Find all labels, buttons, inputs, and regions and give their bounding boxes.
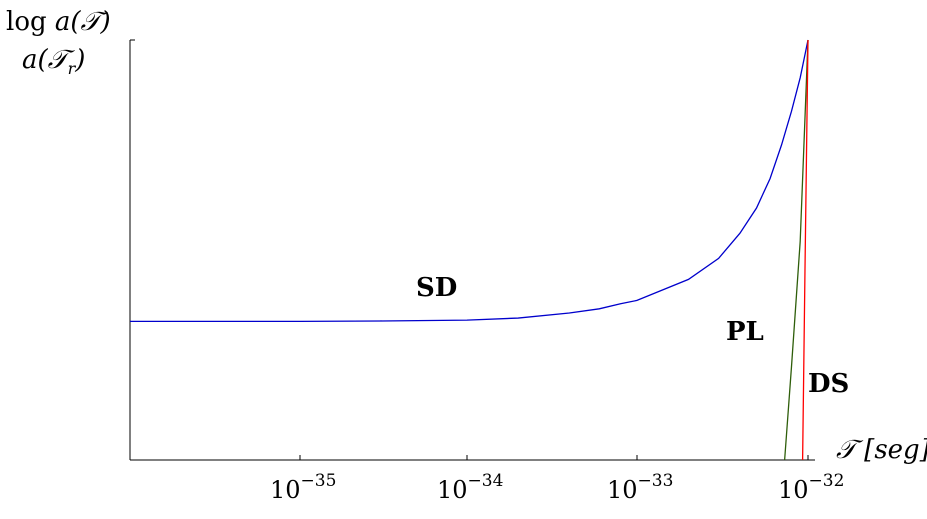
x-tick-label: 10−32 — [778, 471, 844, 504]
series-label-pl: PL — [726, 317, 764, 347]
series-lines — [130, 40, 808, 460]
x-axis-label: 𝒯 [seg] — [836, 435, 927, 465]
series-label-sd: SD — [416, 273, 457, 303]
x-tick-label: 10−33 — [607, 471, 673, 504]
x-tick-label: 10−34 — [437, 471, 503, 504]
series-line-pl — [785, 40, 808, 460]
y-axis-label-line2: a(𝒯r) — [22, 45, 85, 78]
x-ticks: 10−35 10−34 10−33 10−32 — [270, 455, 844, 504]
y-axis-label-line1: log a(𝒯) — [6, 7, 111, 37]
x-tick-label: 10−35 — [270, 471, 336, 504]
series-label-ds: DS — [808, 369, 849, 399]
series-line-sd — [130, 40, 808, 321]
